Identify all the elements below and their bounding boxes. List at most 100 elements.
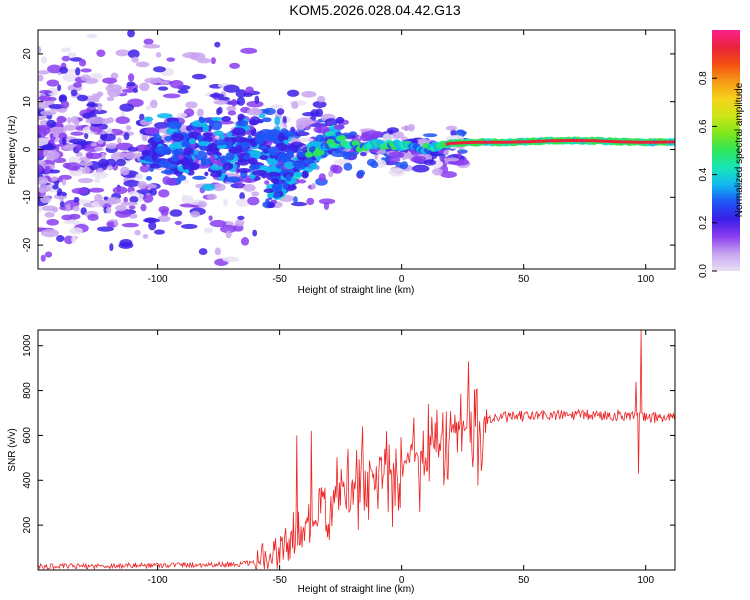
spectrogram-noise-blob (106, 126, 112, 135)
spectrogram-cluster-blob (190, 162, 200, 170)
spectrogram-noise-blob (217, 96, 230, 102)
spectrogram-streak-blob (282, 182, 289, 189)
spectrogram-noise-blob (363, 130, 380, 140)
spectrogram-noise-blob (182, 52, 201, 59)
spectrogram-cluster-blob (185, 125, 193, 132)
spectrogram-noise-blob (223, 84, 240, 93)
spectrogram-noise-blob (110, 152, 128, 161)
spectrogram-noise-blob (209, 93, 225, 98)
spectrogram-noise-blob (96, 226, 115, 232)
spectrogram-noise-blob (299, 137, 314, 143)
spectrogram-noise-blob (144, 217, 157, 223)
spectrogram-cluster-blob (198, 117, 206, 124)
spectrogram-noise-blob (72, 205, 80, 212)
colorbar-tick-label: 0.0 (698, 264, 709, 278)
figure-title: KOM5.2026.028.04.42.G13 (289, 2, 460, 18)
spectrogram-cluster-blob (145, 175, 153, 181)
spectrogram-noise-blob (445, 125, 458, 131)
snr-x-axis-label: Height of straight line (km) (298, 584, 415, 595)
spectrogram-noise-blob (143, 38, 154, 45)
colorbar-tick-label: 0.6 (698, 119, 709, 133)
spectrogram-noise-blob (423, 133, 438, 138)
spectrogram-cluster-blob (259, 154, 268, 161)
spectrogram-noise-blob (247, 196, 260, 206)
spectrogram-noise-blob (313, 125, 331, 134)
spectrogram-streak-blob (333, 124, 345, 130)
spectrogram-cluster-blob (210, 116, 224, 122)
spectrogram-noise-blob (411, 155, 427, 163)
spectrogram-noise-blob (190, 210, 200, 218)
snr-x-tick-label: 50 (518, 575, 530, 586)
spectrogram-noise-blob (40, 254, 46, 262)
spectrogram-noise-blob (388, 167, 405, 177)
spectrogram-noise-blob (263, 107, 276, 116)
spectrogram-cluster-blob (197, 141, 212, 147)
spectrogram-cluster-blob (220, 155, 228, 164)
spectrogram-noise-blob (59, 195, 65, 202)
spectrogram-cluster-blob (235, 120, 249, 127)
spectrogram-noise-blob (46, 119, 57, 128)
spectrogram-noise-blob (88, 187, 105, 193)
spectrogram-noise-blob (46, 79, 60, 87)
spectrogram-cluster-blob (254, 134, 266, 145)
spectrogram-noise-blob (390, 131, 405, 139)
spectrogram-noise-blob (370, 161, 379, 169)
spectrogram-noise-blob (122, 88, 135, 93)
spectrogram-noise-blob (153, 66, 166, 73)
spectrogram-noise-blob (137, 193, 145, 202)
spectrogram-noise-blob (117, 137, 122, 145)
spectrogram-noise-blob (123, 196, 128, 204)
spectrogram-noise-blob (121, 222, 139, 228)
spectrogram-noise-blob (153, 121, 170, 129)
spectrogram-cluster-blob (192, 175, 207, 180)
spectrogram-noise-blob (107, 165, 113, 171)
spectrogram-noise-blob (123, 152, 139, 160)
snr-series-line (38, 330, 675, 570)
spectrogram-x-tick-label: 100 (637, 274, 654, 285)
spectrogram-cluster-blob (248, 119, 258, 126)
spectrogram-noise-blob (60, 100, 70, 109)
spectrogram-noise-blob (301, 90, 317, 98)
spectrogram-cluster-blob (266, 157, 276, 162)
snr-y-axis-label: SNR (v/v) (7, 428, 18, 471)
spectrogram-cluster-blob (160, 169, 175, 175)
spectrogram-noise-blob (60, 47, 72, 53)
spectrogram-noise-blob (99, 133, 116, 142)
spectrogram-cluster-blob (221, 172, 226, 179)
spectrogram-noise-blob (318, 198, 336, 205)
spectrogram-streak-blob (263, 188, 275, 194)
spectrogram-noise-blob (176, 112, 188, 118)
spectrogram-noise-blob (206, 193, 218, 200)
spectrogram-noise-blob (227, 110, 237, 116)
spectrogram-cluster-blob (231, 136, 247, 143)
spectrogram-noise-blob (142, 194, 154, 203)
spectrogram-noise-blob (73, 196, 80, 203)
spectrogram-noise-blob (89, 109, 108, 115)
spectrogram-noise-blob (99, 199, 105, 207)
spectrogram-noise-blob (127, 146, 139, 152)
spectrogram-noise-blob (69, 227, 83, 235)
spectrogram-noise-blob (127, 49, 140, 59)
spectrogram-noise-blob (149, 99, 158, 109)
spectrogram-noise-blob (158, 189, 170, 198)
spectrogram-noise-blob (100, 152, 106, 161)
spectrogram-noise-blob (411, 164, 430, 173)
spectrogram-cluster-blob (268, 146, 280, 157)
spectrogram-noise-blob (69, 213, 81, 220)
spectrogram-noise-blob (293, 196, 298, 204)
spectrogram-cluster-blob (184, 169, 190, 174)
spectrogram-noise-blob (115, 49, 130, 57)
spectrogram-streak-blob (272, 184, 283, 193)
spectrogram-noise-blob (432, 168, 443, 176)
spectrogram-noise-blob (137, 181, 148, 189)
spectrogram-cluster-blob (164, 135, 173, 142)
spectrogram-noise-blob (75, 144, 82, 152)
snr-x-tick-label: 100 (637, 575, 654, 586)
spectrogram-noise-blob (234, 219, 245, 227)
spectrogram-noise-blob (374, 153, 379, 160)
spectrogram-noise-blob (38, 176, 49, 185)
spectrogram-noise-blob (38, 206, 43, 213)
spectrogram-streak-blob (285, 173, 292, 182)
